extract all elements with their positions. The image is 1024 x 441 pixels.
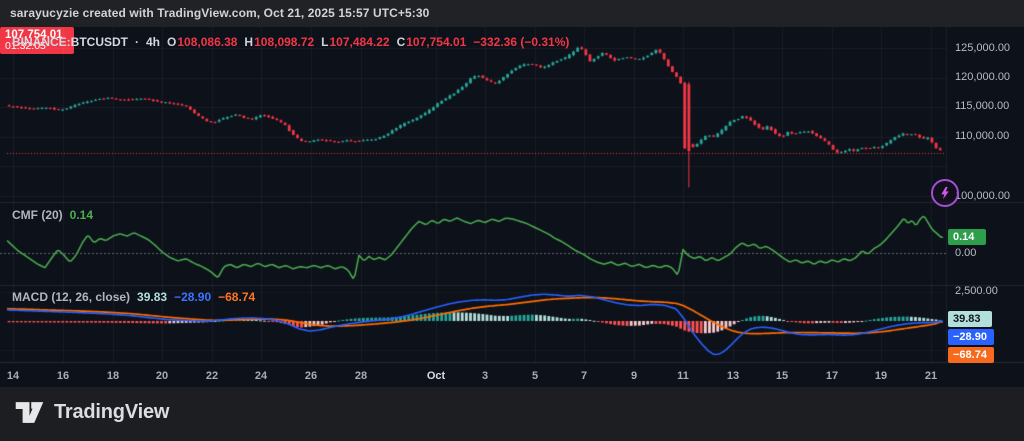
macd-hist-value: 39.83 bbox=[137, 290, 168, 304]
time-axis-label: 20 bbox=[155, 370, 169, 382]
chart-area[interactable]: BINANCE:BTCUSDT · 4h O 108,086.38 H 108,09… bbox=[0, 27, 1024, 387]
price-axis-label: 100,000.00 bbox=[955, 190, 1011, 202]
open-value: 108,086.38 bbox=[177, 35, 238, 49]
cmf-value: 0.14 bbox=[69, 208, 94, 222]
time-axis-label: 22 bbox=[205, 370, 219, 382]
time-axis-label: Oct bbox=[426, 370, 446, 382]
lightning-quick-action-button[interactable] bbox=[931, 179, 959, 207]
change-value: −332.36 (−0.31%) bbox=[473, 35, 570, 49]
time-axis-label: 14 bbox=[6, 370, 20, 382]
low-label: L bbox=[321, 35, 329, 49]
macd-signal-badge: −68.74 bbox=[948, 347, 994, 363]
symbol-legend: BINANCE:BTCUSDT · 4h O 108,086.38 H 108,09… bbox=[12, 35, 569, 49]
time-axis-label: 21 bbox=[924, 370, 938, 382]
cmf-legend: CMF (20) 0.14 bbox=[12, 208, 93, 222]
macd-hist-badge: 39.83 bbox=[948, 311, 992, 327]
time-axis-label: 7 bbox=[580, 370, 588, 382]
time-axis-label: 5 bbox=[531, 370, 539, 382]
time-axis-label: 15 bbox=[775, 370, 789, 382]
time-axis-label: 9 bbox=[630, 370, 638, 382]
symbol-title[interactable]: BINANCE:BTCUSDT bbox=[12, 35, 128, 49]
close-label: C bbox=[396, 35, 406, 49]
macd-signal-value: −68.74 bbox=[218, 290, 256, 304]
macd-legend: MACD (12, 26, close) 39.83 −28.90 −68.74 bbox=[12, 290, 255, 304]
attribution-text: sarayucyzie created with TradingView.com… bbox=[10, 6, 430, 20]
time-axis-label: 3 bbox=[481, 370, 489, 382]
chart-canvas[interactable] bbox=[0, 27, 1024, 387]
high-label: H bbox=[244, 35, 254, 49]
time-axis-label: 16 bbox=[56, 370, 70, 382]
time-axis-label: 19 bbox=[874, 370, 888, 382]
low-value: 107,484.22 bbox=[329, 35, 390, 49]
cmf-zero-scale-label: 0.00 bbox=[955, 247, 977, 259]
price-axis-label: 110,000.00 bbox=[955, 130, 1010, 142]
time-axis-label: 17 bbox=[825, 370, 839, 382]
time-axis-label: 11 bbox=[677, 370, 689, 382]
high-value: 108,098.72 bbox=[254, 35, 315, 49]
tradingview-wordmark: TradingView bbox=[54, 401, 170, 423]
macd-line-value: −28.90 bbox=[174, 290, 212, 304]
cmf-value-badge: 0.14 bbox=[948, 229, 986, 245]
time-axis[interactable]: 14 16 18 20 22 24 26 28 Oct 3 5 7 9 11 13 15 17 19 21 bbox=[0, 362, 1024, 387]
time-axis-label: 24 bbox=[254, 370, 268, 382]
macd-line-badge: −28.90 bbox=[948, 329, 994, 345]
price-axis-label: 115,000.00 bbox=[955, 100, 1010, 112]
lightning-bolt-icon bbox=[941, 187, 949, 200]
time-axis-label: 18 bbox=[106, 370, 120, 382]
time-axis-label: 26 bbox=[304, 370, 318, 382]
tradingview-mark-icon bbox=[15, 402, 44, 423]
cmf-title[interactable]: CMF (20) bbox=[12, 208, 63, 222]
price-axis-label: 125,000.00 bbox=[955, 42, 1011, 54]
legend-separator: · bbox=[135, 35, 139, 49]
close-value: 107,754.01 bbox=[406, 35, 467, 49]
open-label: O bbox=[167, 35, 177, 49]
price-axis-label: 120,000.00 bbox=[955, 71, 1011, 83]
time-axis-label: 28 bbox=[354, 370, 368, 382]
footer-bar: TradingView bbox=[0, 387, 1024, 441]
macd-title[interactable]: MACD (12, 26, close) bbox=[12, 290, 131, 304]
interval-label: 4h bbox=[146, 35, 161, 49]
attribution-bar: sarayucyzie created with TradingView.com… bbox=[0, 0, 1024, 27]
macd-scale-label: 2,500.00 bbox=[955, 285, 998, 297]
tradingview-logo[interactable]: TradingView bbox=[14, 400, 169, 425]
time-axis-label: 13 bbox=[726, 370, 740, 382]
